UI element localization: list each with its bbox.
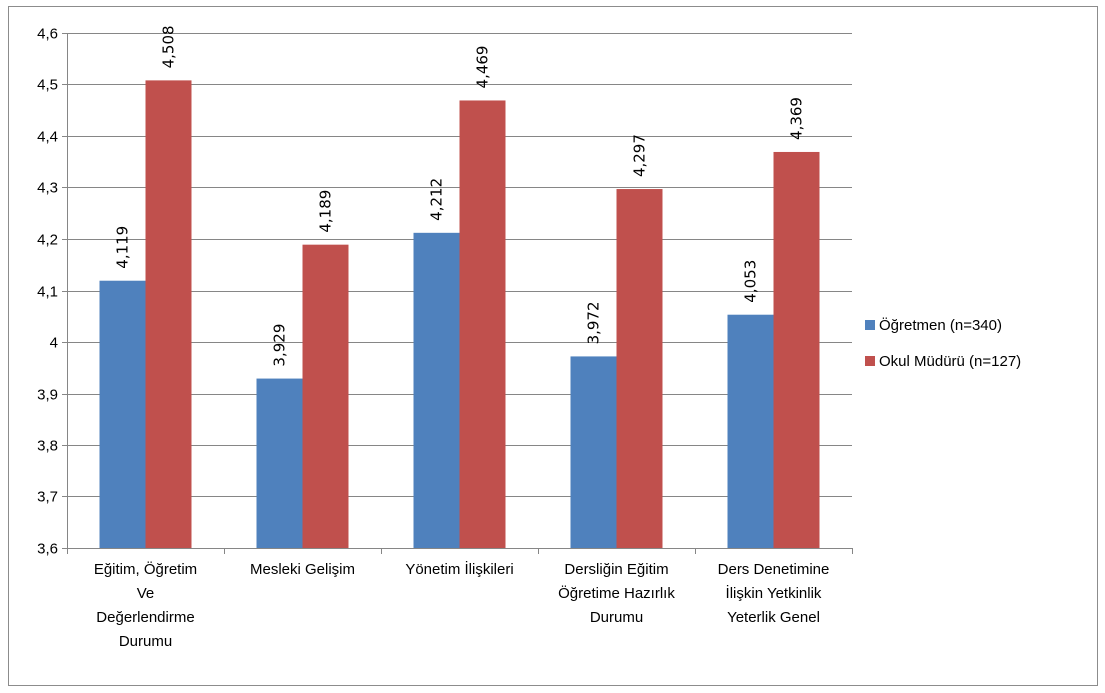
x-tick-label: Durumu [119,633,172,650]
y-tick-label: 4,2 [37,232,58,249]
y-tick-label: 4 [50,335,58,352]
data-label: 4,369 [788,97,806,140]
bar [616,189,663,549]
data-label: 4,212 [428,178,446,221]
y-tick-label: 4,3 [37,180,58,197]
data-labels: 4,119 4,508 3,929 4,189 4,212 4,469 3,972 4,297… [114,25,806,366]
y-tick-label: 3,6 [37,541,58,558]
axes: 3,6 3,7 3,8 3,9 4 4,1 4,2 4,3 4,4 4,5 4,6 Eğitim, Ö… [37,26,853,650]
x-tick-label: Durumu [590,609,643,626]
x-tick-label: Yeterlik Genel [727,609,820,626]
bar-chart: 3,6 3,7 3,8 3,9 4 4,1 4,2 4,3 4,4 4,5 4,6 Eğitim, Ö… [37,25,1021,650]
legend: Öğretmen (n=340) Okul Müdürü (n=127) [865,316,1021,370]
bar [773,151,820,548]
x-tick-label: Ve [137,585,155,602]
y-tick-label: 4,4 [37,129,58,146]
legend-label: Öğretmen (n=340) [879,316,1002,334]
x-tick-label: Eğitim, Öğretim [94,560,197,578]
bar [145,80,192,548]
legend-swatch [865,320,875,330]
data-label: 4,469 [474,46,492,89]
y-tick-label: 3,7 [37,489,58,506]
data-label: 4,189 [317,190,335,233]
x-tick-label: İlişkin Yetkinlik [726,584,822,602]
data-label: 4,297 [631,134,649,177]
data-label: 4,053 [742,260,760,303]
bar [727,314,774,548]
legend-label: Okul Müdürü (n=127) [879,353,1021,370]
data-label: 3,972 [585,301,603,344]
data-label: 4,508 [160,25,178,68]
data-label: 4,119 [114,226,132,269]
x-tick-label: Yönetim İlişkileri [405,560,513,578]
y-tick-label: 4,5 [37,77,58,94]
y-tick-label: 3,8 [37,438,58,455]
x-tick-label: Mesleki Gelişim [250,561,355,578]
y-tick-label: 4,6 [37,26,58,43]
chart-frame: 3,6 3,7 3,8 3,9 4 4,1 4,2 4,3 4,4 4,5 4,6 Eğitim, Ö… [8,6,1098,686]
data-label: 3,929 [271,324,289,367]
bar [459,100,506,548]
legend-swatch [865,356,875,366]
x-tick-label: Değerlendirme [96,609,194,626]
bar [99,280,146,548]
y-tick-label: 4,1 [37,284,58,301]
bar [302,244,349,549]
x-tick-label: Öğretime Hazırlık [558,584,675,602]
bar [256,378,303,548]
y-tick-label: 3,9 [37,387,58,404]
x-tick-label: Dersliğin Eğitim [564,561,668,578]
bar [570,356,617,548]
x-tick-label: Ders Denetimine [718,561,830,578]
bars [99,80,820,549]
bar [413,232,460,548]
